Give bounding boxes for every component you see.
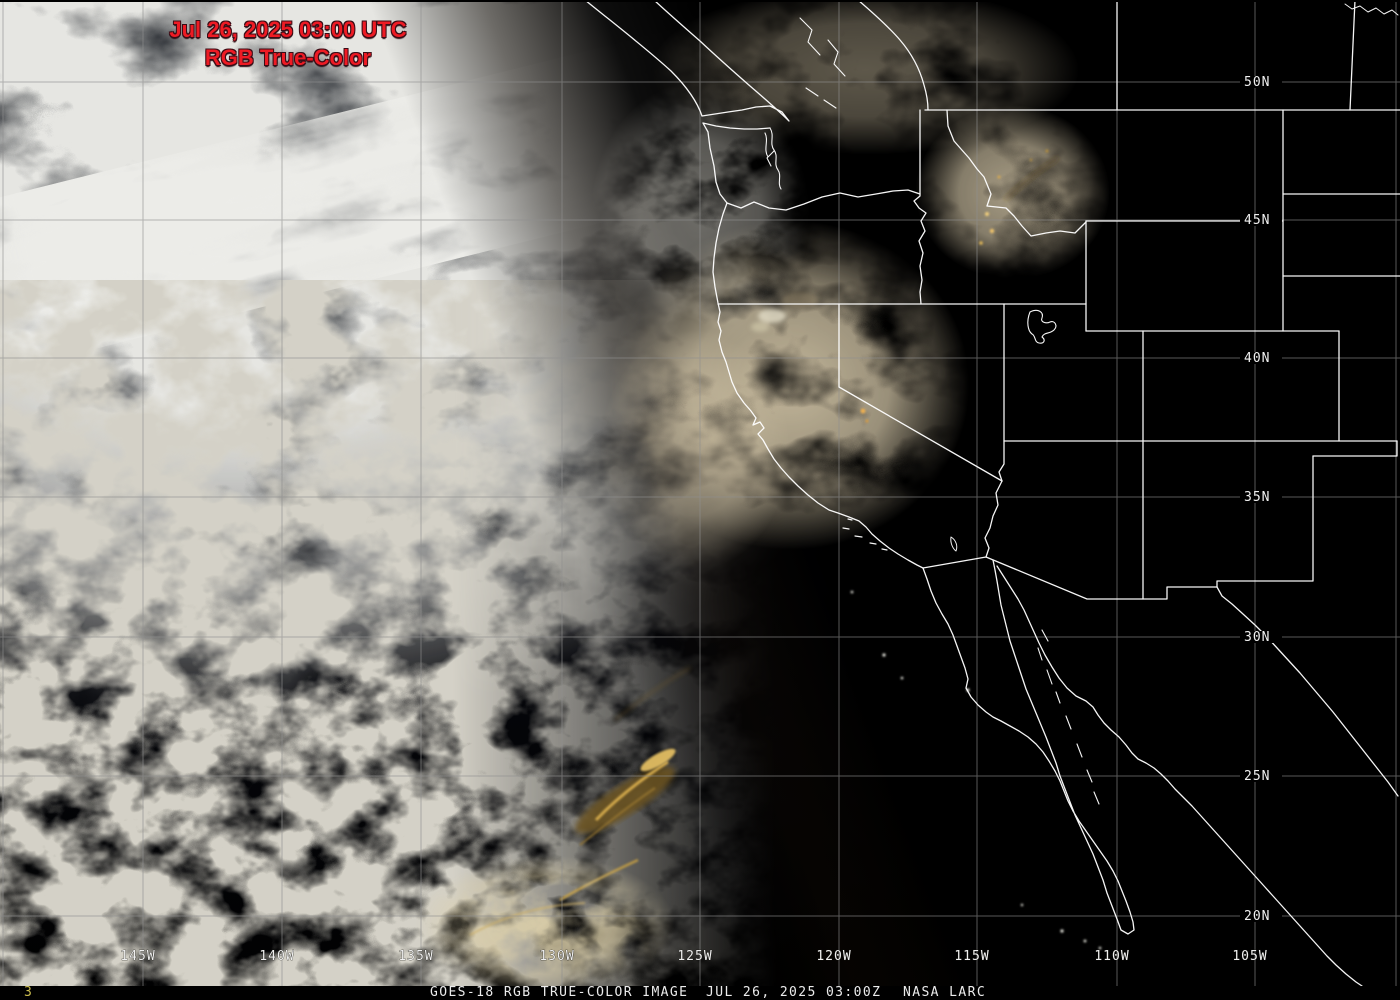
status-timestamp: JUL 26, 2025 03:00Z [706, 985, 882, 1000]
status-product-text: GOES-18 RGB TRUE-COLOR IMAGE [430, 985, 689, 1000]
lon-label-105w: 105W [1232, 949, 1267, 964]
gulf-of-california-islands [1037, 629, 1100, 805]
offshore-smoke-tongue [600, 330, 790, 570]
lon-label-115w: 115W [954, 949, 989, 964]
map-borders-layer [584, 0, 1400, 987]
lon-label-110w: 110W [1094, 949, 1129, 964]
title-datetime: Jul 26, 2025 03:00 UTC [169, 17, 407, 42]
lon-label-140w: 140W [259, 949, 294, 964]
bc-mainland-coast [857, 0, 929, 111]
saskatchewan-manitoba-border [1349, 0, 1356, 111]
california-nevada-border [838, 303, 1003, 482]
northern-dusk-wisps [650, 0, 1080, 155]
texas-new-mexico-border [1216, 455, 1314, 588]
manitoba-lakes [1344, 3, 1399, 16]
colorado-river-border [984, 480, 1003, 558]
lat-label-45n: 45N [1244, 213, 1270, 228]
status-bar: 3 GOES-18 RGB TRUE-COLOR IMAGE JUL 26, 2… [0, 986, 1400, 1000]
lat-label-35n: 35N [1244, 490, 1270, 505]
rio-grande [1216, 586, 1399, 797]
lat-label-40n: 40N [1244, 351, 1270, 366]
lon-label-125w: 125W [677, 949, 712, 964]
california-fire-spots [860, 408, 869, 423]
lon-label-135w: 135W [398, 949, 433, 964]
channel-islands [842, 518, 888, 551]
baja-california-coast [922, 559, 1135, 935]
vancouver-island-coast [584, 0, 790, 122]
image-title: Jul 26, 2025 03:00 UTC RGB True-Color [120, 16, 456, 72]
lat-label-30n: 30N [1244, 630, 1270, 645]
latitude-label-backgrounds [1240, 76, 1282, 922]
columbia-river-border [726, 189, 921, 211]
lon-label-120w: 120W [816, 949, 851, 964]
status-credit: NASA LARC [903, 985, 987, 1000]
idaho-montana-border [946, 109, 1087, 237]
lon-label-145w: 145W [120, 949, 155, 964]
nevada-utah-border [998, 303, 1005, 482]
us-mexico-border [922, 556, 1218, 600]
sunset-gold-streaks [415, 667, 691, 995]
salton-sea [950, 536, 958, 552]
oklahoma-panhandle-borders [1312, 440, 1398, 457]
graticule-labels: 50N 45N 40N 35N 30N 25N 20N 145W 140W 13… [120, 75, 1270, 964]
frame-number: 3 [24, 985, 34, 1000]
lat-label-25n: 25N [1244, 769, 1270, 784]
bc-fjords [799, 17, 846, 109]
lon-label-130w: 130W [539, 949, 574, 964]
lat-label-20n: 20N [1244, 909, 1270, 924]
puget-sound [764, 127, 782, 190]
washington-idaho-border [913, 109, 927, 305]
image-top-edge [0, 0, 1400, 2]
great-salt-lake [1027, 309, 1057, 344]
washington-coast [702, 122, 771, 204]
title-product: RGB True-Color [204, 45, 372, 70]
sonora-sinaloa-coast [996, 565, 1363, 987]
lat-label-50n: 50N [1244, 75, 1270, 90]
